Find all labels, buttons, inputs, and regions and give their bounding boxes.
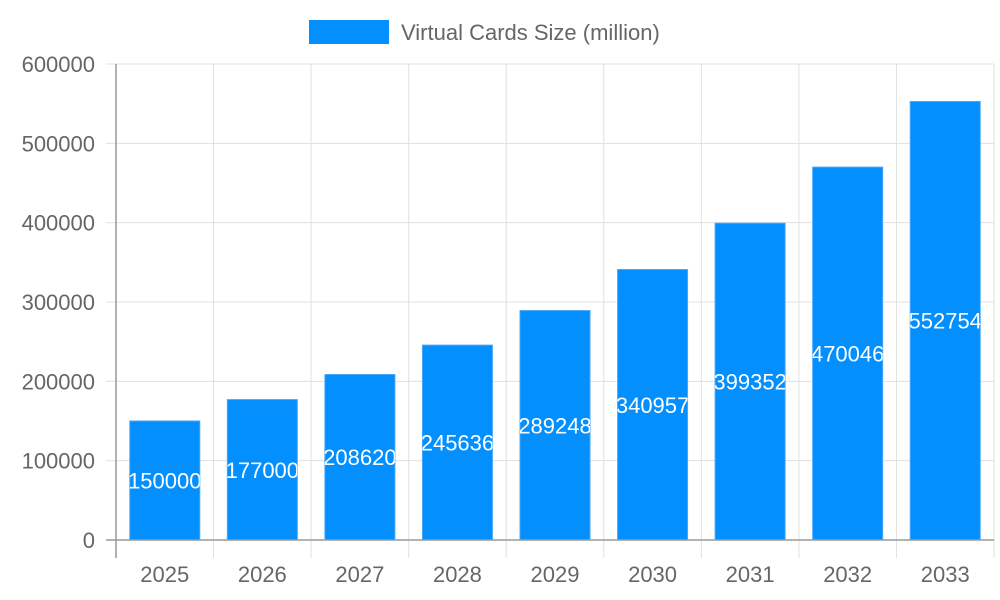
data-label-2029: 289248 [518, 413, 591, 438]
data-label-2033: 552754 [909, 309, 982, 334]
data-label-2027: 208620 [323, 445, 396, 470]
data-label-2026: 177000 [226, 458, 299, 483]
bars: 150000 177000 208620 245636 289248 340957 3993… [128, 100, 982, 541]
data-label-2028: 245636 [421, 431, 494, 456]
x-tick-label: 2031 [726, 562, 775, 587]
y-tick-label: 300000 [22, 290, 95, 315]
legend[interactable]: Virtual Cards Size (million) [309, 20, 660, 45]
axes: 0 100000 200000 300000 400000 500000 600000 202… [22, 52, 994, 587]
bar-2030[interactable] [617, 269, 689, 541]
x-tick-label: 2030 [628, 562, 677, 587]
bar-2029[interactable] [519, 310, 591, 541]
bar-2032[interactable] [812, 166, 884, 541]
data-label-2032: 470046 [811, 342, 884, 367]
x-tick-label: 2027 [335, 562, 384, 587]
y-tick-label: 500000 [22, 131, 95, 156]
bar-2031[interactable] [714, 222, 786, 541]
bar-2028[interactable] [421, 344, 493, 541]
x-tick-label: 2032 [823, 562, 872, 587]
x-tick-label: 2029 [531, 562, 580, 587]
bar-2026[interactable] [226, 399, 298, 541]
y-tick-label: 600000 [22, 52, 95, 77]
y-tick-label: 400000 [22, 211, 95, 236]
data-label-2031: 399352 [713, 370, 786, 395]
y-tick-label: 0 [83, 528, 95, 553]
x-tick-label: 2025 [140, 562, 189, 587]
x-tick-label: 2026 [238, 562, 287, 587]
data-label-2030: 340957 [616, 393, 689, 418]
bar-2027[interactable] [324, 373, 396, 541]
legend-label: Virtual Cards Size (million) [401, 20, 660, 45]
x-tick-label: 2028 [433, 562, 482, 587]
bar-2025[interactable] [129, 420, 201, 541]
bar-2033[interactable] [909, 100, 981, 541]
data-label-2025: 150000 [128, 469, 201, 494]
y-tick-label: 200000 [22, 369, 95, 394]
x-tick-label: 2033 [921, 562, 970, 587]
legend-swatch [309, 20, 389, 44]
y-tick-label: 100000 [22, 449, 95, 474]
